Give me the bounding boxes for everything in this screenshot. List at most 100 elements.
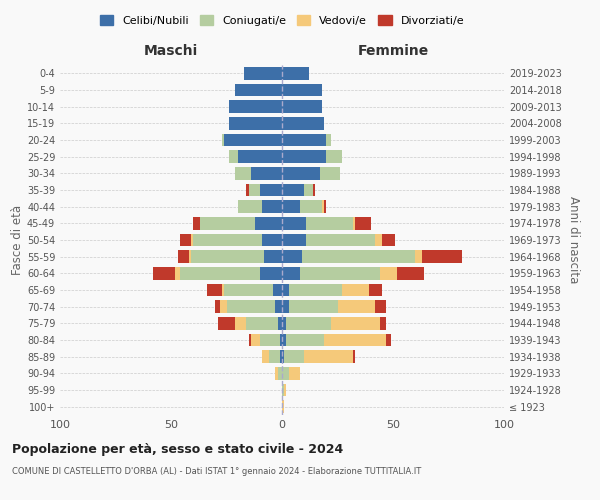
Bar [269,350,280,363]
Bar [227,300,275,313]
Bar [280,350,282,363]
Bar [278,317,282,330]
Text: Femmine: Femmine [358,44,428,58]
Bar [238,200,262,213]
Bar [355,217,371,230]
Bar [289,367,300,380]
Bar [422,250,462,263]
Bar [282,317,286,330]
Bar [235,84,282,96]
Bar [282,234,307,246]
Bar [273,284,282,296]
Bar [282,400,284,413]
Bar [282,267,300,280]
Text: Popolazione per età, sesso e stato civile - 2024: Popolazione per età, sesso e stato civil… [12,442,343,456]
Bar [289,300,337,313]
Bar [229,150,238,163]
Bar [304,350,353,363]
Bar [282,300,289,313]
Bar [235,317,247,330]
Bar [284,384,286,396]
Bar [286,334,324,346]
Bar [222,284,224,296]
Bar [307,217,353,230]
Bar [282,100,322,113]
Bar [289,284,342,296]
Bar [260,184,282,196]
Bar [222,134,224,146]
Bar [251,167,282,179]
Bar [331,317,380,330]
Bar [280,334,282,346]
Bar [153,267,175,280]
Bar [282,250,302,263]
Bar [337,300,375,313]
Bar [282,217,307,230]
Bar [324,334,386,346]
Bar [282,167,320,179]
Bar [244,67,282,80]
Bar [247,317,278,330]
Bar [218,317,235,330]
Bar [275,367,278,380]
Bar [324,200,326,213]
Bar [326,134,331,146]
Bar [238,150,282,163]
Bar [380,267,397,280]
Bar [220,300,227,313]
Bar [178,250,189,263]
Y-axis label: Fasce di età: Fasce di età [11,205,24,275]
Bar [229,100,282,113]
Bar [191,234,193,246]
Bar [224,284,273,296]
Bar [224,134,282,146]
Bar [375,234,382,246]
Bar [282,334,286,346]
Bar [247,184,249,196]
Bar [180,267,260,280]
Bar [386,334,391,346]
Bar [282,67,308,80]
Bar [206,284,222,296]
Bar [193,217,200,230]
Bar [320,167,340,179]
Text: Maschi: Maschi [144,44,198,58]
Bar [284,350,304,363]
Bar [251,334,260,346]
Bar [300,267,380,280]
Bar [189,250,191,263]
Bar [282,200,300,213]
Bar [282,384,284,396]
Bar [282,150,326,163]
Bar [302,250,415,263]
Bar [260,334,280,346]
Bar [262,234,282,246]
Bar [260,267,282,280]
Bar [375,300,386,313]
Bar [180,234,191,246]
Bar [249,334,251,346]
Bar [235,167,251,179]
Bar [382,234,395,246]
Bar [415,250,422,263]
Bar [380,317,386,330]
Bar [264,250,282,263]
Bar [191,250,264,263]
Bar [229,117,282,130]
Bar [200,217,256,230]
Bar [286,317,331,330]
Bar [278,367,282,380]
Bar [304,184,313,196]
Bar [282,284,289,296]
Bar [353,217,355,230]
Bar [300,200,322,213]
Bar [282,134,326,146]
Bar [282,184,304,196]
Bar [215,300,220,313]
Bar [397,267,424,280]
Bar [282,367,289,380]
Bar [326,150,342,163]
Bar [322,200,324,213]
Bar [313,184,316,196]
Bar [256,217,282,230]
